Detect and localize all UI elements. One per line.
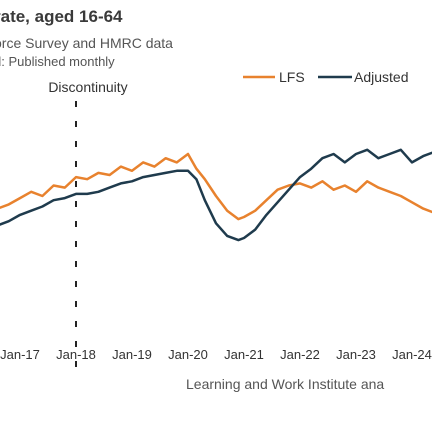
x-tick-label: Jan-19: [112, 347, 152, 362]
discontinuity-label: Discontinuity: [48, 79, 127, 95]
x-tick-label: Jan-24: [392, 347, 432, 362]
source-label: Learning and Work Institute ana: [186, 376, 385, 392]
chart-title: rate, aged 16-64: [0, 7, 123, 26]
series-line-adjusted: [0, 148, 432, 242]
chart-note: d: Published monthly: [0, 54, 115, 69]
x-tick-label: Jan-23: [336, 347, 376, 362]
x-tick-label: Jan-17: [0, 347, 40, 362]
x-tick-label: Jan-20: [168, 347, 208, 362]
legend-label-lfs: LFS: [279, 69, 305, 85]
series-line-lfs: [0, 152, 432, 221]
x-tick-label: Jan-22: [280, 347, 320, 362]
x-tick-label: Jan-18: [56, 347, 96, 362]
chart-subtitle: orce Survey and HMRC data: [0, 35, 173, 51]
legend-label-adjusted: Adjusted: [354, 69, 408, 85]
x-tick-label: Jan-21: [224, 347, 264, 362]
